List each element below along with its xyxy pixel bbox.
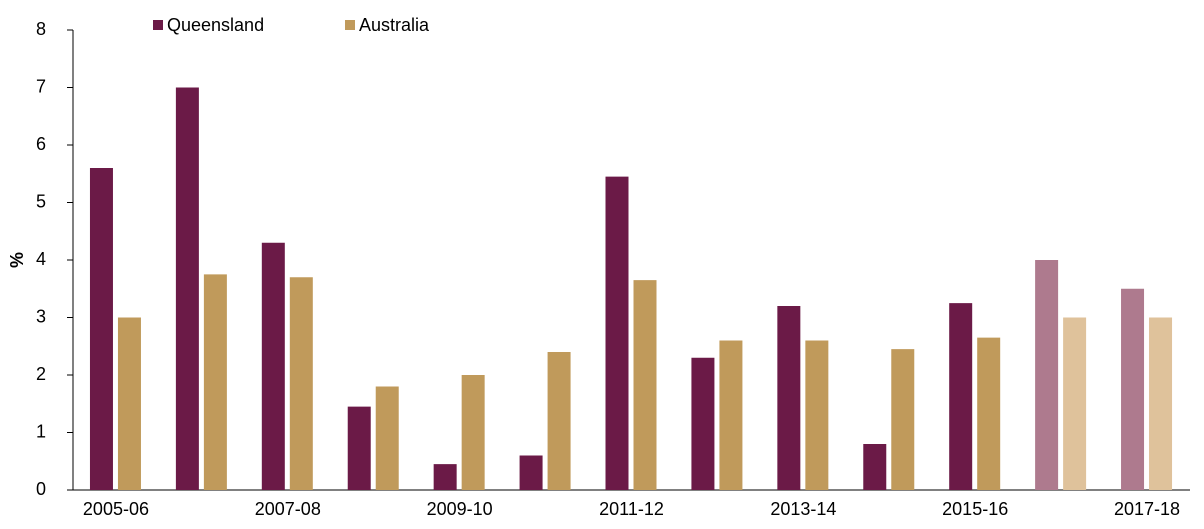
bar bbox=[347, 406, 371, 490]
bar bbox=[547, 352, 571, 490]
bar bbox=[777, 306, 801, 490]
x-tick-label: 2007-08 bbox=[255, 499, 321, 519]
y-tick-label: 0 bbox=[36, 479, 46, 499]
y-tick-label: 5 bbox=[36, 191, 46, 211]
bar bbox=[203, 274, 227, 490]
bar bbox=[117, 317, 141, 490]
bar bbox=[261, 242, 285, 490]
bar bbox=[1063, 317, 1087, 490]
y-tick-label: 8 bbox=[36, 19, 46, 39]
bar bbox=[949, 303, 973, 490]
bar bbox=[375, 386, 399, 490]
bar bbox=[605, 176, 629, 490]
bar bbox=[977, 337, 1001, 490]
bar bbox=[1149, 317, 1173, 490]
bar bbox=[433, 464, 457, 490]
legend-swatch bbox=[153, 20, 163, 30]
bar bbox=[289, 277, 313, 490]
bar bbox=[691, 357, 715, 490]
y-tick-label: 2 bbox=[36, 364, 46, 384]
legend-swatch bbox=[345, 20, 355, 30]
bar bbox=[519, 455, 543, 490]
x-tick-label: 2013-14 bbox=[770, 499, 836, 519]
bar bbox=[633, 280, 657, 490]
x-tick-label: 2005-06 bbox=[83, 499, 149, 519]
bar bbox=[89, 168, 113, 490]
bar bbox=[461, 375, 485, 490]
y-tick-label: 6 bbox=[36, 134, 46, 154]
legend-label: Queensland bbox=[167, 15, 264, 35]
y-tick-label: 3 bbox=[36, 306, 46, 326]
bar bbox=[1035, 260, 1059, 490]
y-tick-label: 7 bbox=[36, 76, 46, 96]
bar bbox=[863, 444, 887, 490]
bar bbox=[805, 340, 829, 490]
bar bbox=[719, 340, 743, 490]
bar bbox=[891, 349, 915, 490]
x-tick-label: 2017-18 bbox=[1114, 499, 1180, 519]
bar bbox=[1121, 288, 1145, 490]
x-tick-label: 2015-16 bbox=[942, 499, 1008, 519]
x-tick-label: 2011-12 bbox=[599, 499, 664, 519]
y-tick-label: 4 bbox=[36, 249, 46, 269]
y-tick-label: 1 bbox=[36, 421, 46, 441]
y-axis-label: % bbox=[7, 252, 27, 268]
x-tick-label: 2009-10 bbox=[427, 499, 493, 519]
bar bbox=[175, 87, 199, 490]
legend-label: Australia bbox=[359, 15, 430, 35]
